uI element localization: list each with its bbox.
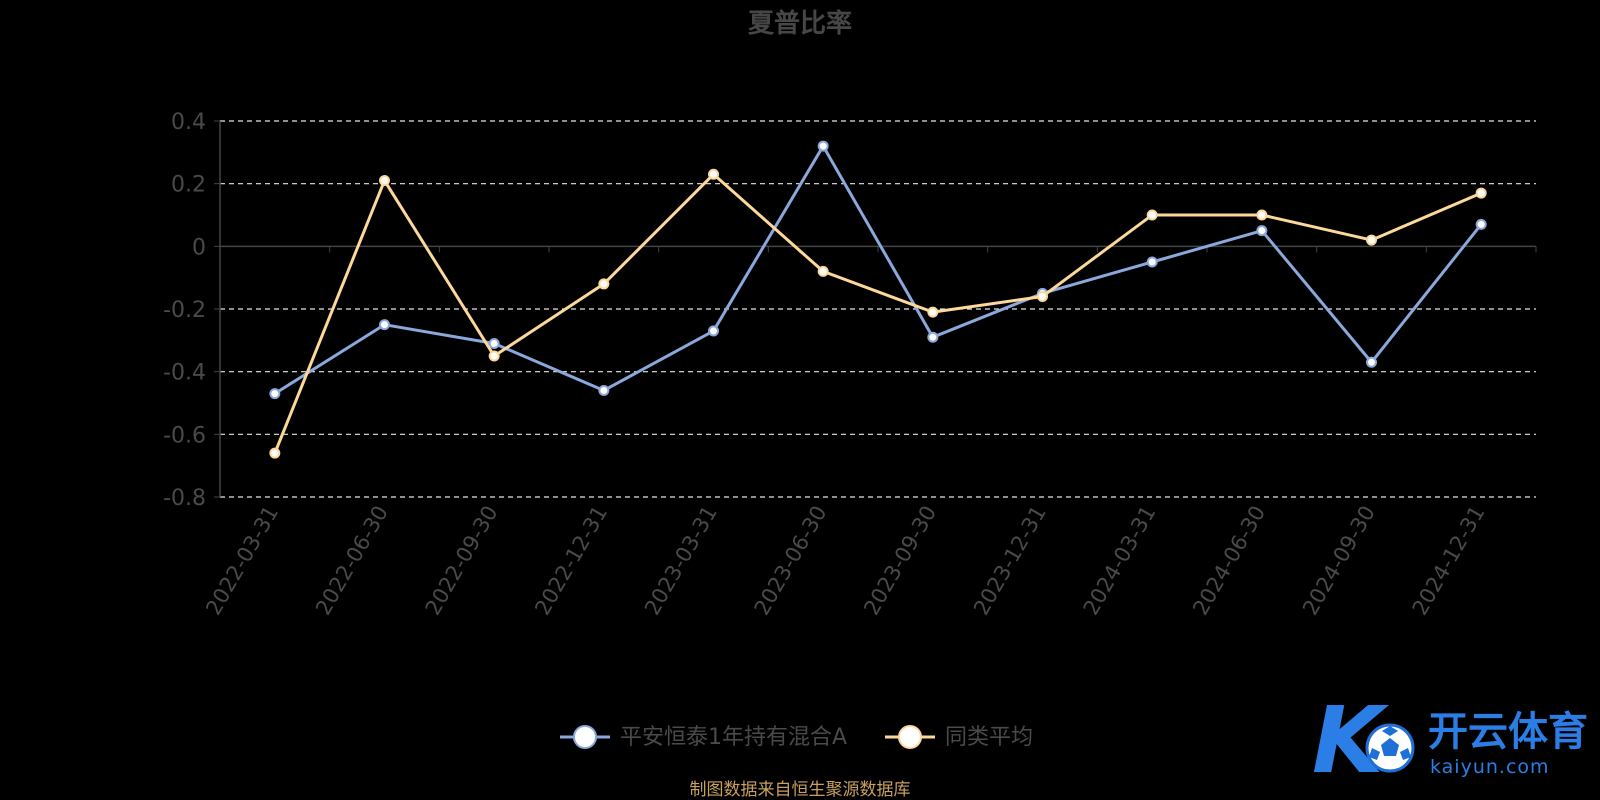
x-tick-label: 2024-12-31 (1408, 502, 1490, 620)
data-point[interactable] (927, 306, 939, 318)
ball-patch (1400, 748, 1411, 760)
watermark-brand-name: 开云体育 (1428, 709, 1588, 755)
series-1 (269, 140, 1487, 400)
data-source-note: 制图数据来自恒生聚源数据库 (690, 780, 911, 800)
x-tick-label: 2023-09-30 (859, 501, 941, 619)
x-tick-label: 2022-06-30 (311, 502, 393, 620)
x-axis-ticks: 2022-03-31 2022-06-30 2022-09-30 2022-12-31… (201, 501, 1489, 619)
ball-patch (1382, 726, 1398, 736)
y-tick-label: 0.4 (171, 110, 206, 135)
data-point[interactable] (269, 388, 281, 400)
data-point[interactable] (488, 337, 500, 349)
data-point[interactable] (598, 384, 610, 396)
y-tick-label: 0 (192, 235, 206, 260)
series-2 (269, 168, 1487, 459)
chart-title: 夏普比率 (748, 8, 852, 39)
soccer-ball-icon (1365, 723, 1415, 773)
x-tick-label: 2024-06-30 (1188, 502, 1270, 620)
data-point[interactable] (1366, 234, 1377, 246)
data-point[interactable] (708, 168, 719, 180)
x-tick-label: 2023-12-31 (969, 502, 1051, 620)
data-point[interactable] (1366, 356, 1377, 368)
x-tick-label: 2024-09-30 (1298, 502, 1380, 620)
data-point[interactable] (1256, 209, 1268, 221)
data-point[interactable] (1475, 187, 1487, 199)
legend-item-2[interactable]: 同类平均 (885, 725, 1033, 750)
grid-lines (220, 120, 1536, 498)
data-point[interactable] (1256, 225, 1268, 237)
legend-item-1[interactable]: 平安恒泰1年持有混合A (560, 725, 847, 750)
data-point[interactable] (488, 350, 500, 362)
y-tick-label: 0.2 (171, 173, 206, 198)
data-point[interactable] (1037, 290, 1048, 302)
data-point[interactable] (817, 140, 829, 152)
data-point[interactable] (379, 319, 390, 331)
x-tick-label: 2024-03-31 (1079, 502, 1161, 620)
axes (214, 120, 1537, 498)
kaiyun-logo-icon: K (1312, 687, 1415, 794)
legend-label: 平安恒泰1年持有混合A (620, 725, 847, 750)
ball-patch (1381, 738, 1399, 756)
data-point[interactable] (817, 265, 829, 277)
x-tick-label: 2022-12-31 (530, 502, 612, 620)
data-point[interactable] (708, 325, 719, 337)
data-point[interactable] (379, 175, 390, 187)
legend-marker (898, 725, 922, 749)
y-tick-label: -0.6 (163, 423, 206, 448)
series-line (273, 172, 1482, 454)
data-point[interactable] (1146, 256, 1158, 268)
legend[interactable]: 平安恒泰1年持有混合A 同类平均 (560, 725, 1033, 750)
series-layer (269, 140, 1487, 459)
x-tick-label: 2023-03-31 (640, 502, 722, 620)
data-point[interactable] (269, 447, 281, 459)
ball-patch (1369, 748, 1380, 760)
data-point[interactable] (598, 278, 610, 290)
y-tick-label: -0.8 (163, 486, 206, 511)
legend-label: 同类平均 (945, 725, 1033, 750)
x-tick-label: 2022-03-31 (201, 502, 283, 620)
legend-marker (573, 725, 597, 749)
x-tick-label: 2022-09-30 (421, 501, 503, 619)
y-axis-ticks: 0.4 0.2 0 -0.2 -0.4 -0.6 -0.8 (163, 110, 206, 511)
series-line (274, 144, 1483, 395)
data-point[interactable] (927, 331, 939, 343)
y-tick-label: -0.2 (163, 298, 206, 323)
watermark-url: kaiyun.com (1430, 756, 1550, 778)
x-tick-label: 2023-06-30 (750, 502, 832, 620)
data-point[interactable] (1146, 209, 1158, 221)
y-tick-label: -0.4 (163, 361, 206, 386)
data-point[interactable] (1475, 218, 1487, 230)
